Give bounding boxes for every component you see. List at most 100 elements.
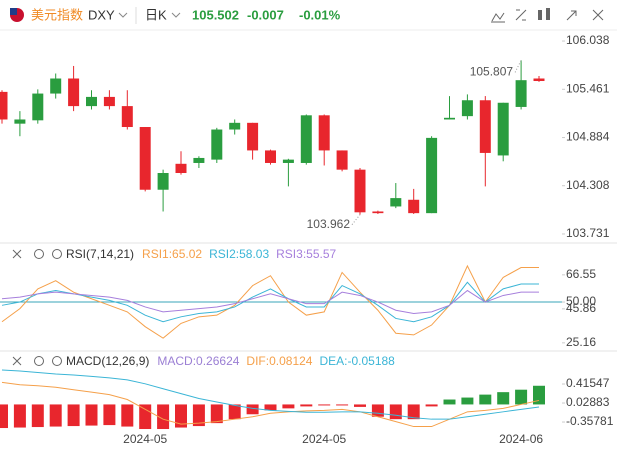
- histogram-bar: [300, 404, 313, 407]
- candle-body: [211, 129, 223, 160]
- histogram-bar: [461, 397, 474, 405]
- price-change: -0.007: [247, 7, 284, 22]
- macd-line: [1, 369, 540, 420]
- expand-icon[interactable]: [566, 10, 577, 21]
- annotation-leader: [351, 214, 361, 225]
- y-tick-label: 104.884: [566, 130, 610, 144]
- histogram-bar: [533, 385, 545, 405]
- x-tick-label: 2024-06: [499, 432, 543, 446]
- histogram-bar: [515, 389, 528, 405]
- settings-icon[interactable]: [52, 356, 62, 366]
- toolbar: 美元指数 DXY 日K 105.502 -0.007 -0.01%: [0, 7, 617, 31]
- candle-body: [121, 106, 133, 128]
- candle-icon[interactable]: [538, 8, 550, 20]
- histogram-bar: [371, 404, 384, 417]
- y-tick-label: 0.02883: [566, 395, 610, 409]
- histogram-bar: [121, 404, 134, 427]
- y-tick-label: 50.00: [566, 294, 596, 308]
- histogram-bar: [282, 404, 295, 409]
- legend-entry: RSI2:58.03: [209, 247, 269, 261]
- settings-icon[interactable]: [34, 249, 44, 259]
- y-tick-label: 103.731: [566, 226, 610, 240]
- legend-entry: RSI1:65.02: [142, 247, 202, 261]
- rsi-line: [1, 289, 539, 315]
- settings-icon[interactable]: [34, 356, 44, 366]
- candle-body: [175, 163, 187, 174]
- histogram-bar: [139, 404, 152, 430]
- candle-body: [50, 78, 62, 94]
- histogram-bar: [246, 404, 259, 415]
- histogram-bar: [443, 399, 456, 405]
- instrument-symbol[interactable]: DXY: [88, 7, 115, 22]
- annotation-leader: [514, 60, 522, 73]
- indicator-icon[interactable]: [491, 12, 505, 23]
- histogram-bar: [497, 392, 510, 405]
- candle-body: [157, 173, 169, 190]
- histogram-bar: [0, 404, 8, 429]
- candle-body: [300, 115, 312, 163]
- legend-entry: DEA:-0.05188: [319, 354, 395, 368]
- y-tick-label: 45.86: [566, 301, 596, 315]
- legend-entry: MACD:0.26624: [157, 354, 239, 368]
- hide-icon[interactable]: [12, 356, 22, 366]
- y-tick-label: 25.16: [566, 335, 596, 349]
- candle-body: [0, 91, 8, 120]
- candle-body: [497, 102, 509, 156]
- histogram-bar: [103, 404, 116, 426]
- histogram-bar: [85, 404, 98, 426]
- y-tick-label: 104.308: [566, 178, 610, 192]
- dropdown-arrow[interactable]: [171, 12, 181, 18]
- candle-body: [318, 115, 330, 151]
- candle-body: [14, 119, 26, 124]
- histogram-bar: [157, 404, 170, 430]
- histogram-bar: [31, 404, 44, 428]
- settings-icon[interactable]: [52, 249, 62, 259]
- histogram-bar: [336, 404, 349, 406]
- candle-body: [426, 137, 438, 214]
- instrument-name[interactable]: 美元指数: [31, 7, 83, 22]
- y-tick-label: 0.41547: [566, 376, 610, 390]
- candle-body: [336, 150, 348, 170]
- period[interactable]: 日K: [145, 7, 167, 22]
- histogram-bar: [407, 404, 420, 420]
- legend-entry: DIF:0.08124: [246, 354, 312, 368]
- candle-body: [193, 157, 205, 163]
- candle-body: [461, 100, 473, 117]
- candle-body: [68, 78, 80, 107]
- legend-entry: RSI3:55.57: [276, 247, 336, 261]
- candle-body: [390, 198, 402, 207]
- histogram-bar: [13, 404, 26, 428]
- draw-icon[interactable]: [515, 9, 527, 21]
- candle-body: [32, 93, 44, 121]
- y-tick-label: 66.55: [566, 267, 596, 281]
- histogram-bar: [67, 404, 80, 427]
- x-tick-label: 2024-05: [123, 432, 167, 446]
- candle-body: [265, 150, 276, 163]
- histogram-bar: [264, 404, 277, 411]
- histogram-bar: [425, 404, 438, 407]
- candle-body: [533, 78, 545, 82]
- histogram-bar: [210, 404, 223, 424]
- y-tick-label: 105.461: [566, 81, 610, 95]
- histogram-bar: [354, 404, 366, 407]
- x-tick-label: 2024-05: [302, 432, 346, 446]
- dropdown-arrow[interactable]: [118, 12, 128, 18]
- candle-body: [282, 159, 294, 163]
- price: 105.502: [192, 7, 239, 22]
- price-change-pct: -0.01%: [299, 7, 341, 22]
- candle-body: [103, 96, 115, 107]
- candle-body: [139, 127, 151, 190]
- candle-body: [515, 80, 527, 107]
- y-tick-label: -0.35781: [566, 414, 614, 428]
- hide-icon[interactable]: [12, 249, 22, 259]
- panel-title: MACD(12,26,9): [66, 354, 149, 368]
- candle-body: [247, 122, 259, 151]
- histogram-bar: [389, 404, 402, 420]
- histogram-bar: [49, 404, 62, 427]
- panel-title: RSI(7,14,21): [66, 247, 134, 261]
- candle-body: [444, 117, 455, 120]
- candle-body: [86, 96, 97, 107]
- close-icon[interactable]: [592, 9, 604, 21]
- candle-body: [229, 122, 241, 130]
